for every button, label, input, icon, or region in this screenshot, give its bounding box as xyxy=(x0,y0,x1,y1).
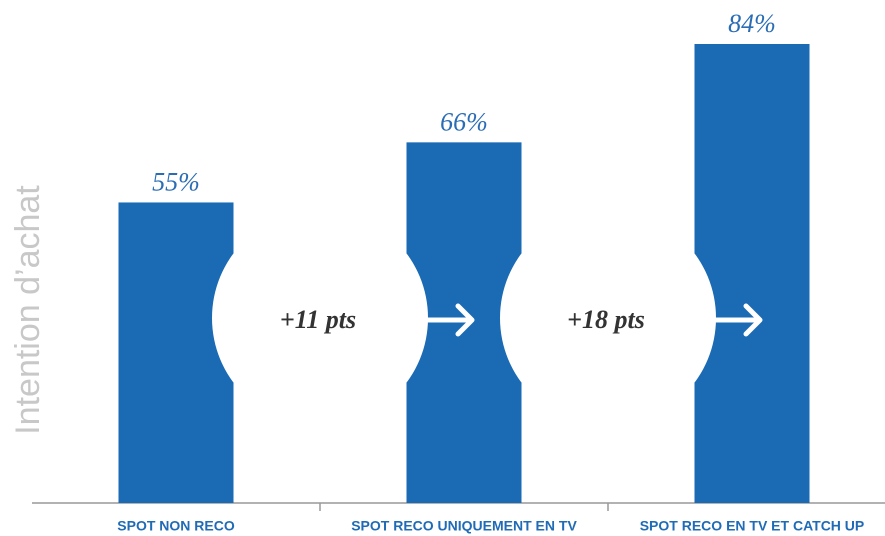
x-tick-label: SPOT RECO EN TV ET CATCH UP xyxy=(640,518,865,534)
annotation-circle xyxy=(500,210,716,426)
value-label: 55% xyxy=(152,167,200,196)
x-tick-label: SPOT NON RECO xyxy=(117,518,235,534)
x-tick-label: SPOT RECO UNIQUEMENT EN TV xyxy=(351,518,577,534)
arrow xyxy=(713,303,763,337)
annotation-circle xyxy=(212,210,428,426)
annotation: +18 pts xyxy=(567,305,645,334)
bar xyxy=(694,44,810,503)
annotation: +11 pts xyxy=(280,305,356,334)
value-label: 66% xyxy=(440,107,488,136)
arrow xyxy=(425,303,475,337)
y-axis-label: Intention d’achat xyxy=(9,185,47,435)
bar xyxy=(118,202,234,503)
value-label: 84% xyxy=(728,9,776,38)
